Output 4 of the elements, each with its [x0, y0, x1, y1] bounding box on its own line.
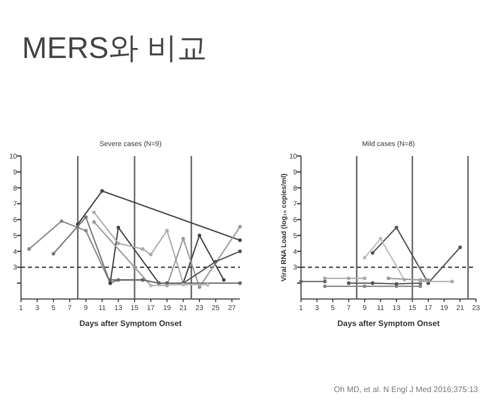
x-axis-title: Days after Symptom Onset — [337, 319, 440, 328]
text: MERS와 비교 — [22, 32, 208, 65]
text: Oh MD, et al. N Engl J Med 2016;375:13 — [334, 385, 479, 394]
x-axis-title: Days after Symptom Onset — [79, 319, 182, 328]
